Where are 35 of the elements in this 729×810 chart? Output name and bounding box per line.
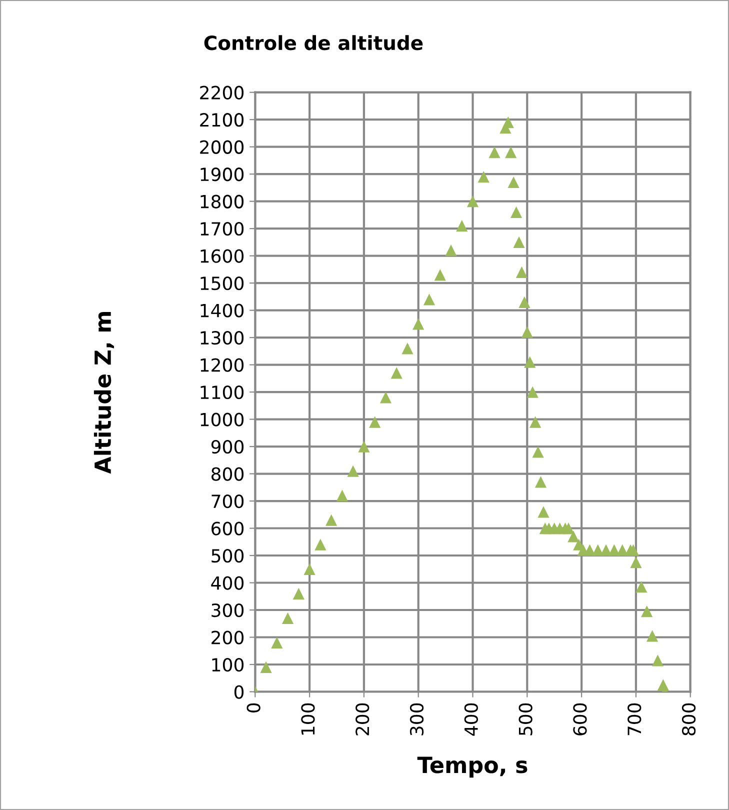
y-tick-label: 900	[211, 440, 244, 454]
x-tick-label: 600	[573, 703, 587, 736]
y-tick-label: 400	[211, 576, 244, 590]
y-tick-label: 2200	[200, 86, 244, 100]
x-tick-label: 800	[682, 703, 696, 736]
y-tick-label: 100	[212, 658, 244, 672]
y-tick-label: 300	[212, 603, 244, 618]
x-tick-label: 0	[246, 703, 260, 712]
y-tick-label: 2000	[200, 140, 244, 154]
y-tick-label: 1900	[200, 168, 244, 182]
x-tick-label: 700	[628, 703, 642, 736]
y-tick-label: 200	[212, 630, 244, 644]
y-tick-label: 1400	[200, 304, 244, 318]
y-tick-label: 800	[211, 467, 244, 481]
x-tick-label: 300	[410, 703, 424, 736]
y-tick-label: 1600	[200, 249, 244, 263]
y-tick-label: 1200	[200, 358, 244, 372]
y-tick-label: 500	[212, 548, 244, 563]
x-tick-label: 100	[301, 703, 315, 735]
x-tick-label: 200	[356, 703, 370, 736]
x-tick-label: 500	[518, 703, 532, 736]
chart-title: Controle de altitude	[204, 35, 423, 50]
y-tick-label: 1000	[200, 412, 244, 426]
y-tick-label: 1700	[200, 222, 244, 236]
y-tick-label: 1800	[200, 194, 244, 208]
y-tick-label: 600	[212, 522, 244, 536]
y-tick-label: 2100	[200, 113, 244, 127]
y-axis-title: Altitude Z, m	[94, 312, 114, 474]
x-tick-label: 400	[464, 703, 478, 736]
y-tick-label: 1300	[200, 331, 244, 345]
y-tick-label: 1100	[200, 386, 244, 400]
y-tick-label: 700	[212, 494, 244, 508]
y-tick-label: 0	[234, 685, 244, 699]
y-tick-label: 1500	[200, 276, 244, 290]
x-axis-title: Tempo, s	[417, 756, 528, 778]
